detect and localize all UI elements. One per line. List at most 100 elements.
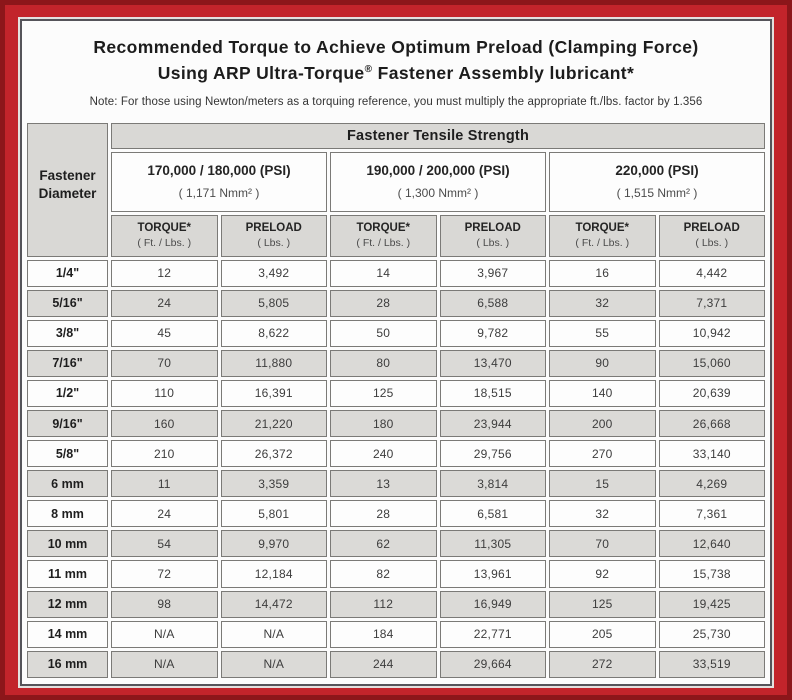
note-text: Note: For those using Newton/meters as a… [89, 95, 703, 108]
value-cell: 16 [549, 259, 656, 287]
value-cell: 10,942 [658, 319, 765, 347]
table-row: 5/8" 210 26,372 240 29,756 270 33,140 [27, 440, 765, 468]
table-row: 8 mm 24 5,801 28 6,581 32 7,361 [27, 500, 765, 528]
tensile-strength-header: Fastener Tensile Strength [111, 122, 765, 149]
fastener-diameter-cell: 5/8" [27, 440, 108, 468]
content-area: Recommended Torque to Achieve Optimum Pr… [20, 19, 772, 686]
unit-label: ( Ft. / Lbs. ) [356, 237, 411, 249]
value-cell: 54 [111, 530, 218, 558]
corner-header-line-1: Fastener [39, 167, 96, 183]
value-cell: 112 [330, 590, 437, 618]
fastener-diameter-cell: 5/16" [27, 289, 108, 317]
torque-column-header: TORQUE* ( Ft. / Lbs. ) [549, 214, 656, 257]
value-cell: 244 [330, 650, 437, 678]
value-cell: 6,588 [439, 289, 546, 317]
value-cell: 6,581 [439, 500, 546, 528]
value-cell: 29,756 [439, 440, 546, 468]
value-cell: 21,220 [220, 409, 327, 438]
value-cell: 180 [330, 409, 437, 438]
corner-header-line-2: Diameter [38, 186, 97, 201]
value-cell: 3,967 [439, 259, 546, 287]
psi-label: 220,000 (PSI) [615, 163, 699, 178]
value-cell: 3,359 [220, 470, 327, 498]
table-row: 14 mm N/A N/A 184 22,771 205 25,730 [27, 620, 765, 648]
table-row: 10 mm 54 9,970 62 11,305 70 12,640 [27, 530, 765, 558]
value-cell: 29,664 [439, 650, 546, 678]
value-cell: 70 [549, 530, 656, 558]
table-row: 11 mm 72 12,184 82 13,961 92 15,738 [27, 560, 765, 588]
value-cell: 33,140 [658, 440, 765, 468]
fastener-diameter-cell: 6 mm [27, 470, 108, 498]
unit-label: ( Ft. / Lbs. ) [137, 237, 192, 249]
value-cell: 20,639 [658, 379, 765, 407]
value-cell: 160 [111, 409, 218, 438]
value-cell: 5,805 [220, 289, 327, 317]
value-cell: 33,519 [658, 650, 765, 678]
table-row: 7/16" 70 11,880 80 13,470 90 15,060 [27, 349, 765, 377]
column-header-row: TORQUE* ( Ft. / Lbs. ) PRELOAD ( Lbs. ) … [27, 214, 765, 257]
fastener-diameter-cell: 11 mm [27, 560, 108, 588]
unit-label: ( Lbs. ) [257, 237, 291, 249]
nmm-subtext: ( 1,300 Nmm² ) [397, 186, 479, 200]
title-block: Recommended Torque to Achieve Optimum Pr… [22, 21, 770, 120]
corner-header-cell: Fastener Diameter [27, 122, 108, 257]
table-row: 1/4" 12 3,492 14 3,967 16 4,442 [27, 259, 765, 287]
value-cell: 98 [111, 590, 218, 618]
value-cell: 12,184 [220, 560, 327, 588]
title-line-2: Using ARP Ultra-Torque® Fastener Assembl… [157, 63, 635, 84]
value-cell: 22,771 [439, 620, 546, 648]
value-cell: 11,305 [439, 530, 546, 558]
fastener-diameter-cell: 3/8" [27, 319, 108, 347]
value-cell: 12,640 [658, 530, 765, 558]
unit-label: ( Ft. / Lbs. ) [575, 237, 630, 249]
fastener-diameter-cell: 1/4" [27, 259, 108, 287]
psi-label: 190,000 / 200,000 (PSI) [366, 163, 510, 178]
value-cell: 205 [549, 620, 656, 648]
value-cell: 125 [330, 379, 437, 407]
value-cell: 62 [330, 530, 437, 558]
value-cell: 7,371 [658, 289, 765, 317]
value-cell: 25,730 [658, 620, 765, 648]
table-row: 12 mm 98 14,472 112 16,949 125 19,425 [27, 590, 765, 618]
value-cell: 184 [330, 620, 437, 648]
value-cell: 11,880 [220, 349, 327, 377]
torque-column-header: TORQUE* ( Ft. / Lbs. ) [111, 214, 218, 257]
value-cell: 70 [111, 349, 218, 377]
preload-column-header: PRELOAD ( Lbs. ) [439, 214, 546, 257]
value-cell: 7,361 [658, 500, 765, 528]
value-cell: 13 [330, 470, 437, 498]
value-cell: 125 [549, 590, 656, 618]
value-cell: 13,470 [439, 349, 546, 377]
value-cell: 23,944 [439, 409, 546, 438]
psi-header-row: 170,000 / 180,000 (PSI) ( 1,171 Nmm² ) 1… [27, 151, 765, 212]
value-cell: 13,961 [439, 560, 546, 588]
value-cell: 28 [330, 289, 437, 317]
value-cell: 92 [549, 560, 656, 588]
value-cell: 4,442 [658, 259, 765, 287]
value-cell: 200 [549, 409, 656, 438]
value-cell: 28 [330, 500, 437, 528]
value-cell: N/A [220, 650, 327, 678]
value-cell: 9,782 [439, 319, 546, 347]
page-title: Recommended Torque to Achieve Optimum Pr… [30, 34, 762, 87]
value-cell: 26,668 [658, 409, 765, 438]
value-cell: 24 [111, 500, 218, 528]
value-cell: 12 [111, 259, 218, 287]
value-cell: 272 [549, 650, 656, 678]
value-cell: N/A [220, 620, 327, 648]
value-cell: 15,738 [658, 560, 765, 588]
torque-column-header: TORQUE* ( Ft. / Lbs. ) [330, 214, 437, 257]
value-cell: N/A [111, 650, 218, 678]
value-cell: 16,391 [220, 379, 327, 407]
table-row: 16 mm N/A N/A 244 29,664 272 33,519 [27, 650, 765, 678]
value-cell: 14,472 [220, 590, 327, 618]
unit-label: ( Lbs. ) [695, 237, 729, 249]
value-cell: N/A [111, 620, 218, 648]
value-cell: 90 [549, 349, 656, 377]
fastener-diameter-cell: 8 mm [27, 500, 108, 528]
fastener-diameter-cell: 9/16" [27, 409, 108, 438]
value-cell: 8,622 [220, 319, 327, 347]
value-cell: 50 [330, 319, 437, 347]
value-cell: 3,814 [439, 470, 546, 498]
